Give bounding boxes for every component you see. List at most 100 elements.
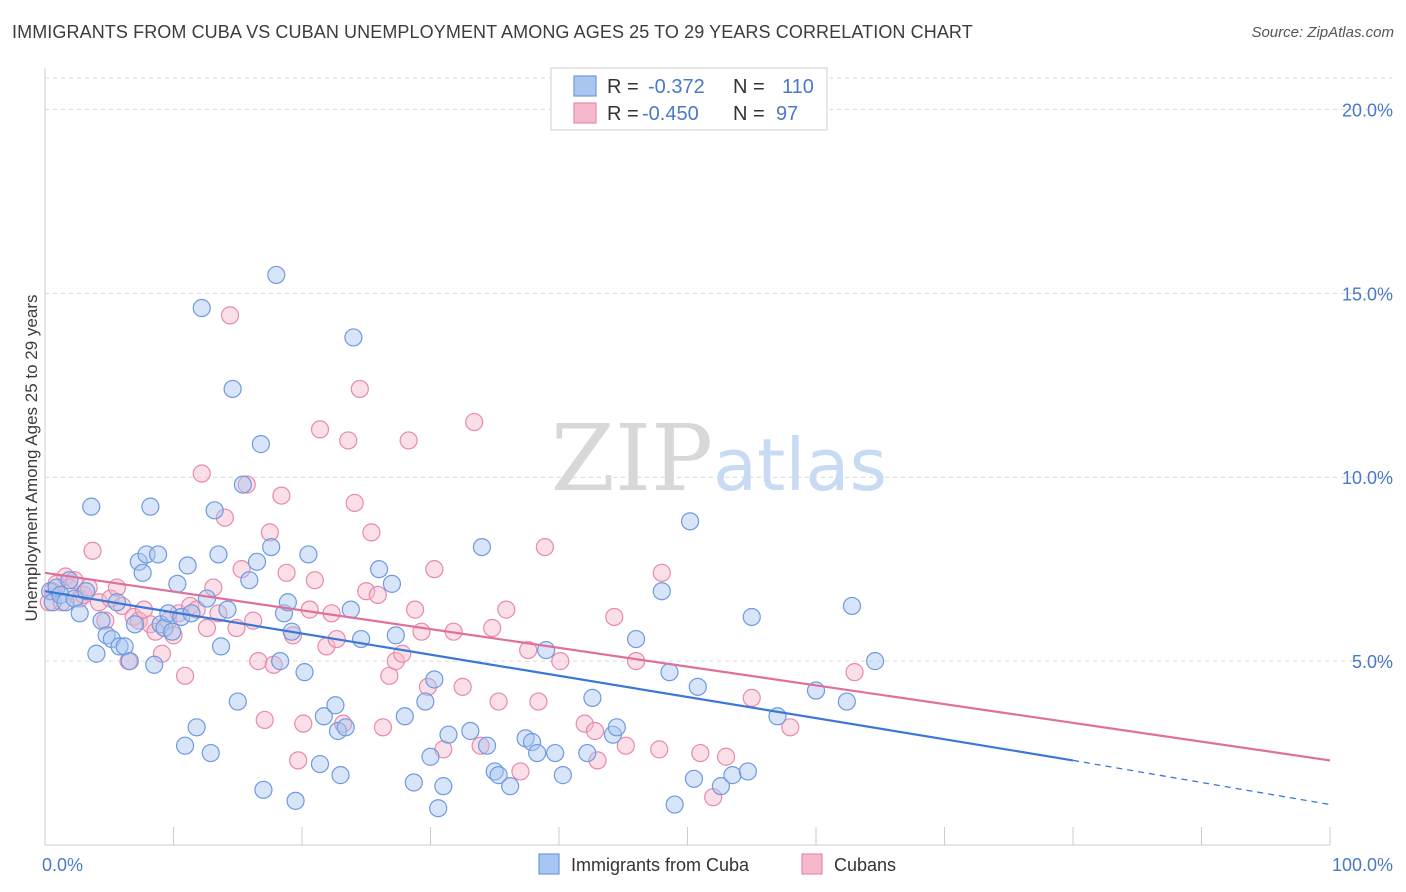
legend-r-value-cubans: -0.450 [642, 103, 699, 125]
legend-n-label-cuba: N = [733, 76, 765, 98]
point-cubans-63 [386, 652, 405, 671]
point-cuba-34 [187, 718, 206, 737]
chart-title: IMMIGRANTS FROM CUBA VS CUBAN UNEMPLOYME… [12, 22, 973, 42]
bottom-legend-label-cuba: Immigrants from Cuba [571, 855, 750, 875]
point-cubans-88 [626, 652, 646, 671]
point-cubans-79 [519, 640, 538, 660]
point-cuba-71 [404, 773, 423, 792]
point-cubans-69 [425, 560, 444, 579]
bottom-legend-swatch-cuba [538, 853, 560, 875]
point-cuba-7 [70, 604, 89, 623]
point-cubans-10 [83, 541, 102, 560]
point-cuba-37 [201, 743, 220, 763]
point-cuba-103 [738, 762, 757, 781]
point-cubans-56 [345, 493, 364, 513]
point-cuba-41 [218, 600, 237, 619]
point-cuba-18 [125, 615, 145, 634]
point-cuba-63 [336, 718, 355, 737]
point-cuba-70 [395, 707, 414, 726]
point-cuba-45 [240, 571, 259, 590]
point-cubans-81 [535, 537, 554, 557]
point-cuba-86 [528, 743, 547, 763]
point-cubans-31 [204, 578, 223, 597]
watermark-zip: ZIP [551, 405, 713, 512]
point-cubans-43 [272, 486, 291, 505]
point-cubans-84 [585, 721, 605, 741]
x-tick-labels: 0.0% 100.0% [42, 855, 1393, 875]
point-cubans-32 [209, 604, 228, 623]
point-cubans-12 [96, 611, 115, 630]
point-cubans-37 [237, 475, 256, 494]
point-cuba-79 [472, 537, 491, 557]
point-cubans-65 [399, 431, 418, 450]
trend-line-cubans [44, 571, 1331, 762]
point-cuba-19 [129, 552, 148, 571]
point-cuba-48 [254, 780, 273, 799]
point-cuba-24 [148, 545, 168, 564]
point-cuba-40 [211, 637, 231, 656]
point-cuba-28 [163, 622, 182, 641]
point-cubans-59 [362, 523, 381, 542]
point-cuba-95 [652, 582, 671, 601]
point-cuba-38 [205, 501, 224, 520]
point-cubans-34 [220, 306, 240, 325]
point-cuba-8 [77, 582, 96, 601]
point-cuba-88 [546, 743, 565, 763]
point-cuba-65 [344, 328, 363, 347]
trend-lines [44, 571, 1331, 806]
point-cuba-73 [421, 747, 440, 766]
point-cuba-53 [278, 593, 297, 612]
point-cuba-59 [314, 707, 333, 726]
point-cuba-98 [680, 512, 700, 531]
point-cubans-44 [277, 563, 296, 582]
y-axis-title: Unemployment Among Ages 25 to 29 years [22, 295, 41, 622]
trend-line-cuba [44, 590, 1074, 762]
point-cuba-77 [439, 725, 458, 744]
legend-r-label-cuba: R = [607, 76, 639, 98]
point-cubans-66 [405, 600, 425, 619]
point-cubans-47 [294, 714, 313, 733]
point-cuba-107 [837, 692, 856, 711]
point-cubans-29 [192, 464, 211, 483]
point-cubans-46 [289, 751, 308, 770]
point-cuba-69 [386, 626, 405, 645]
point-cuba-83 [501, 777, 520, 796]
point-cuba-57 [299, 545, 318, 564]
point-cubans-67 [412, 622, 431, 641]
point-cubans-30 [197, 618, 217, 638]
point-cubans-26 [175, 666, 195, 685]
point-cubans-74 [471, 736, 490, 755]
point-cuba-104 [742, 607, 761, 627]
point-cubans-77 [497, 600, 516, 619]
point-cuba-91 [583, 688, 602, 707]
point-cuba-108 [842, 596, 862, 616]
bottom-legend-swatch-cubans [801, 853, 823, 875]
point-cuba-56 [295, 663, 314, 682]
point-cuba-60 [326, 696, 345, 715]
legend-swatch-cubans [573, 102, 597, 124]
point-cubans-86 [605, 607, 624, 627]
series-cuba-points [41, 265, 885, 818]
legend-r-label-cubans: R = [607, 103, 639, 125]
point-cuba-17 [120, 652, 139, 671]
point-cuba-68 [382, 574, 402, 593]
point-cuba-1 [43, 593, 62, 612]
point-cuba-49 [262, 537, 281, 557]
point-cuba-93 [607, 718, 626, 737]
legend-swatch-cuba [573, 75, 597, 97]
point-cuba-39 [209, 545, 228, 564]
point-cuba-51 [271, 652, 290, 671]
x-tick-label-start: 0.0% [42, 855, 83, 875]
point-cubans-75 [483, 618, 502, 638]
point-cuba-31 [175, 736, 195, 755]
y-tick-labels: 5.0% 10.0% 15.0% 20.0% [1342, 100, 1393, 672]
legend-n-value-cuba: 110 [782, 76, 814, 98]
point-cuba-35 [192, 298, 211, 318]
point-cuba-46 [247, 552, 267, 571]
y-tick-label-2: 15.0% [1342, 284, 1393, 304]
point-cubans-33 [215, 508, 234, 527]
point-cuba-58 [310, 754, 330, 774]
point-cubans-80 [529, 692, 548, 711]
point-cuba-42 [223, 379, 242, 399]
point-cuba-5 [60, 571, 79, 590]
